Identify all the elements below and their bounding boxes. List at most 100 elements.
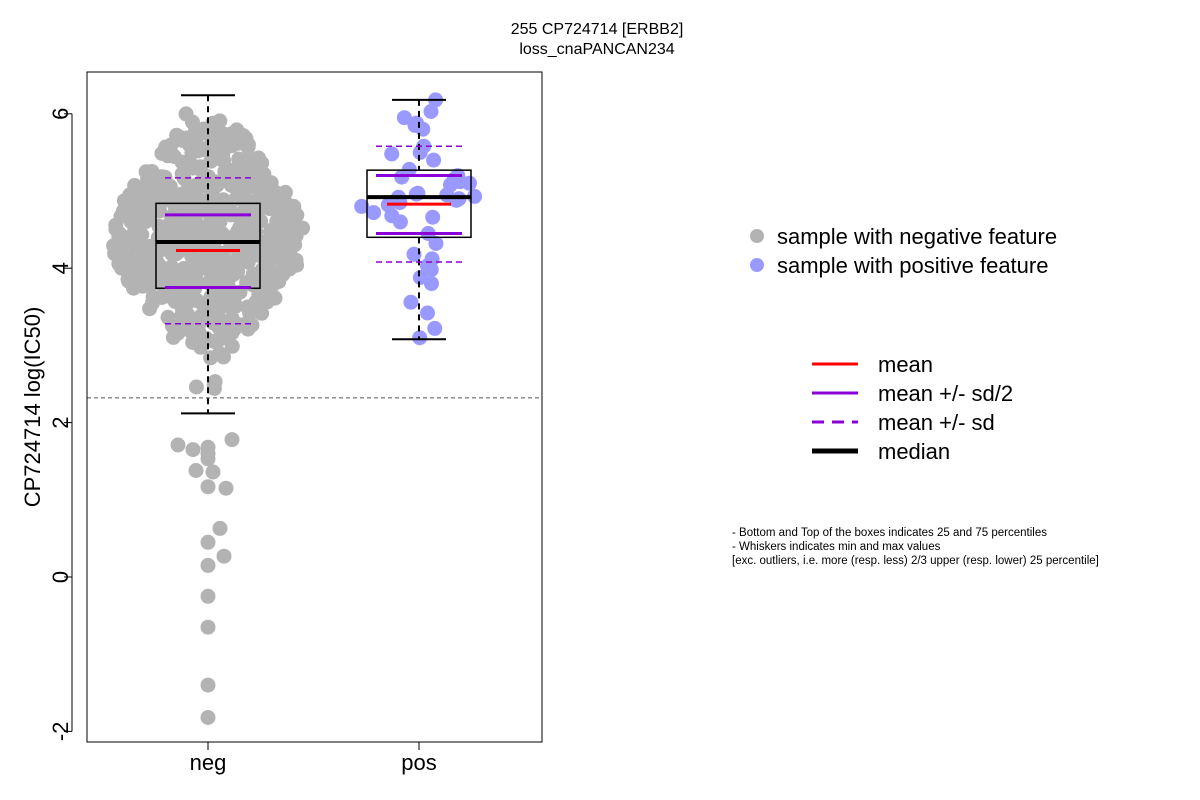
neg-point: [259, 234, 275, 249]
pos-point: [384, 146, 400, 162]
pos-point: [423, 104, 439, 119]
x-axis: neg pos: [190, 741, 437, 775]
neg-points: [106, 106, 311, 725]
legend-samples: sample with negative feature sample with …: [750, 224, 1057, 278]
legend-line-label: median: [878, 439, 950, 464]
neg-point: [145, 289, 161, 305]
pos-point: [448, 192, 464, 208]
neg-point: [288, 252, 304, 268]
y-axis-label: CP724714 log(IC50): [20, 307, 45, 508]
neg-point: [254, 305, 270, 321]
neg-point: [216, 349, 231, 365]
y-tick-label: 2: [48, 416, 73, 428]
neg-point: [206, 377, 222, 393]
pos-point: [425, 209, 441, 225]
chart-notes: - Bottom and Top of the boxes indicates …: [732, 527, 1099, 567]
note-line: [exc. outliers, i.e. more (resp. less) 2…: [732, 555, 1099, 567]
neg-point: [170, 325, 186, 341]
neg-point: [123, 210, 139, 226]
neg-point: [142, 301, 158, 317]
neg-outlier-point: [200, 557, 216, 573]
neg-outlier-point: [188, 463, 204, 478]
neg-outlier-point: [218, 480, 234, 496]
neg-outlier-point: [185, 442, 201, 458]
pos-point: [412, 144, 428, 160]
y-tick-label: 4: [48, 262, 73, 274]
neg-point: [268, 185, 284, 201]
neg-point: [224, 338, 240, 354]
pos-point: [408, 186, 424, 202]
pos-point: [415, 121, 431, 137]
neg-point: [186, 262, 201, 278]
neg-point: [188, 379, 204, 395]
neg-point: [230, 264, 246, 280]
neg-point: [277, 211, 293, 227]
neg-outlier-point: [216, 548, 232, 564]
neg-point: [253, 185, 268, 201]
neg-point: [254, 277, 270, 293]
neg-point: [202, 218, 218, 234]
neg-point: [190, 143, 206, 159]
neg-point: [243, 221, 259, 237]
pos-point: [406, 246, 422, 262]
y-axis: -2 0 2 4 6: [48, 108, 73, 742]
neg-point: [206, 334, 222, 349]
neg-outlier-point: [200, 588, 216, 604]
neg-outlier-point: [200, 479, 216, 495]
neg-point: [144, 164, 160, 179]
neg-point: [155, 193, 171, 209]
legend-line-label: mean +/- sd/2: [878, 381, 1013, 406]
neg-point: [261, 264, 277, 280]
neg-point: [273, 247, 289, 263]
neg-point: [216, 152, 232, 168]
y-tick-label: 0: [48, 571, 73, 583]
neg-point: [178, 106, 194, 122]
neg-outlier-point: [212, 520, 228, 536]
neg-outlier-point: [170, 437, 186, 453]
legend-label: sample with negative feature: [777, 224, 1057, 249]
neg-point: [179, 306, 195, 322]
pos-point: [403, 294, 419, 310]
neg-point: [130, 183, 146, 199]
neg-point: [210, 304, 226, 320]
neg-point: [288, 228, 304, 244]
neg-outlier-point: [200, 710, 216, 725]
pos-point: [424, 276, 439, 292]
neg-outlier-point: [200, 451, 216, 467]
pos-boxplot: [366, 98, 472, 341]
neg-point: [157, 169, 173, 185]
neg-outlier-point: [200, 534, 216, 550]
neg-point: [236, 167, 252, 183]
neg-point: [226, 294, 242, 310]
legend-line-label: mean +/- sd: [878, 410, 995, 435]
neg-point: [172, 187, 188, 202]
neg-point: [149, 254, 165, 270]
neg-point: [214, 226, 230, 242]
neg-point: [186, 214, 202, 230]
y-tick-label: -2: [48, 722, 73, 742]
neg-point: [137, 259, 153, 274]
pos-point: [366, 205, 382, 221]
neg-point: [263, 222, 279, 238]
neg-point: [183, 160, 199, 176]
pos-point: [427, 320, 443, 336]
x-tick-label-pos: pos: [401, 750, 436, 775]
legend-statistics: mean mean +/- sd/2 mean +/- sd median: [812, 352, 1013, 464]
pos-point: [396, 110, 412, 126]
neg-point: [132, 233, 148, 249]
pos-point: [354, 198, 370, 214]
neg-point: [126, 280, 141, 296]
neg-point: [232, 154, 248, 170]
neg-point: [173, 262, 189, 278]
neg-point: [222, 165, 238, 181]
pos-point: [428, 236, 444, 251]
legend-marker-1: [750, 258, 764, 272]
neg-point: [250, 163, 266, 179]
note-line: - Bottom and Top of the boxes indicates …: [732, 527, 1047, 539]
neg-point: [204, 291, 220, 307]
neg-point: [227, 320, 243, 336]
pos-point: [392, 214, 408, 230]
plot-area: [87, 92, 542, 725]
neg-point: [126, 267, 142, 283]
pos-point: [462, 175, 477, 191]
